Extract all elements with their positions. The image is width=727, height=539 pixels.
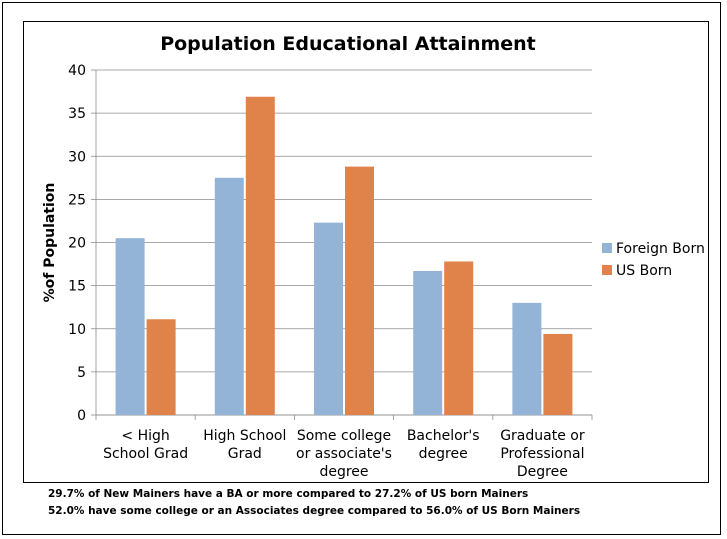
y-tick-label: 10	[68, 322, 86, 338]
x-tick-label: or associate's	[296, 446, 392, 462]
y-axis-label: %of Population	[42, 183, 58, 303]
bar-foreign-born	[413, 270, 443, 415]
x-tick-label: High School	[203, 428, 286, 444]
x-tick-label: Degree	[517, 464, 568, 480]
bar-foreign-born	[512, 302, 542, 415]
y-tick-label: 35	[68, 106, 86, 122]
y-tick-label: 15	[68, 279, 86, 295]
bar-foreign-born	[115, 238, 145, 415]
x-tick-label: Professional	[500, 446, 584, 462]
x-tick-label: degree	[319, 464, 368, 480]
bar-us-born	[245, 96, 275, 416]
chart-title: Population Educational Attainment	[160, 33, 536, 55]
y-tick-label: 0	[77, 408, 86, 424]
x-tick-label: < High	[121, 428, 169, 444]
x-tick-label: Bachelor's	[407, 428, 480, 444]
notes: 29.7% of New Mainers have a BA or more c…	[48, 486, 718, 520]
bar-us-born	[444, 261, 474, 415]
bar-foreign-born	[214, 177, 244, 415]
legend-swatch	[602, 243, 612, 253]
y-tick-label: 20	[68, 236, 86, 252]
bar-us-born	[543, 333, 573, 415]
y-tick-label: 25	[68, 192, 86, 208]
slide-frame: Population Educational Attainment 0 5 10 15 2…	[2, 2, 721, 535]
y-tick-label: 40	[68, 63, 86, 79]
y-tick-label: 5	[77, 365, 86, 381]
bar-us-born	[146, 319, 176, 415]
x-tick-label: degree	[419, 446, 468, 462]
x-tick-label: School Grad	[103, 446, 188, 462]
note-line-2: 52.0% have some college or an Associates…	[48, 505, 581, 517]
bar-chart: Population Educational Attainment 0 5 10 15 2…	[42, 33, 705, 480]
legend-label: Foreign Born	[616, 241, 705, 257]
y-tick-label: 30	[68, 149, 86, 165]
chart-area: Population Educational Attainment 0 5 10 15 2…	[23, 21, 709, 483]
bar-foreign-born	[314, 222, 343, 415]
legend-label: US Born	[616, 263, 672, 279]
x-tick-label: Some college	[297, 428, 391, 444]
x-tick-label: Graduate or	[500, 428, 585, 444]
bar-us-born	[345, 166, 374, 415]
note-line-1: 29.7% of New Mainers have a BA or more c…	[48, 488, 529, 500]
x-tick-label: Grad	[228, 446, 262, 462]
legend-swatch	[602, 265, 612, 275]
